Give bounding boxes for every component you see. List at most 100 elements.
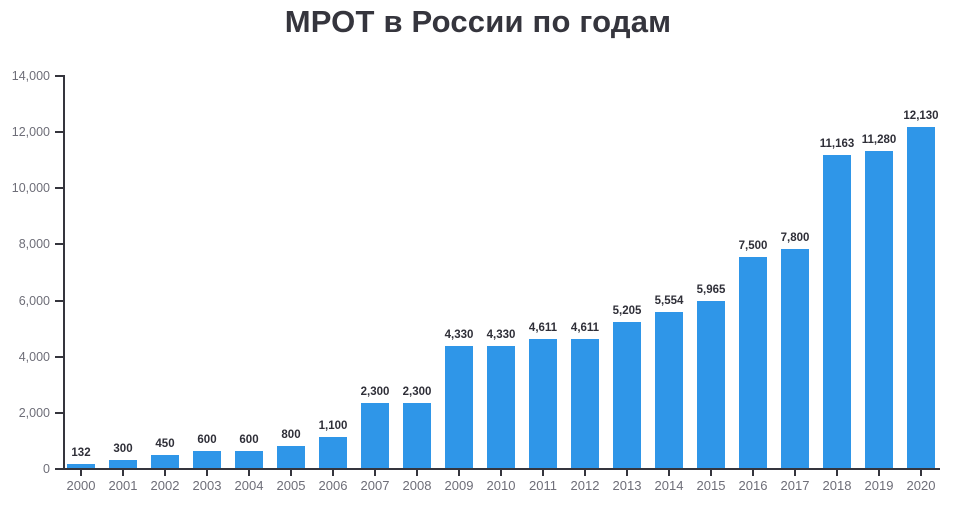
x-tick — [374, 470, 376, 476]
x-tick-label-2016: 2016 — [738, 478, 768, 493]
y-tick-label: 6,000 — [18, 293, 50, 308]
bar-2003 — [193, 451, 221, 468]
x-tick-label-2009: 2009 — [444, 478, 474, 493]
x-tick — [332, 470, 334, 476]
bar-2015 — [697, 300, 725, 468]
x-tick-label-2004: 2004 — [234, 478, 264, 493]
x-tick — [248, 470, 250, 476]
bar-2007 — [361, 403, 389, 468]
bar-2000 — [67, 464, 95, 468]
x-tick-label-2010: 2010 — [486, 478, 516, 493]
y-tick-label: 0 — [43, 462, 50, 476]
bar-2019 — [865, 151, 893, 468]
chart-title: МРОТ в России по годам — [284, 4, 672, 39]
y-tick-label: 8,000 — [18, 237, 50, 252]
bar-2002 — [151, 455, 179, 468]
bar-value-2005: 800 — [281, 428, 301, 441]
bar-2009 — [445, 346, 473, 468]
bar-value-2002: 450 — [155, 438, 175, 451]
x-tick — [416, 470, 418, 476]
bar-2008 — [403, 403, 431, 468]
x-tick-label-2015: 2015 — [696, 478, 726, 493]
x-tick-label-2011: 2011 — [529, 478, 557, 493]
y-tick — [55, 131, 63, 134]
x-tick — [80, 470, 82, 476]
y-tick — [55, 411, 63, 414]
y-tick — [55, 468, 63, 470]
bar-value-2015: 5,965 — [696, 283, 726, 296]
x-tick-label-2005: 2005 — [276, 478, 306, 493]
bar-value-2013: 5,205 — [612, 304, 642, 317]
bar-2011 — [529, 338, 557, 468]
bar-value-2009: 4,330 — [444, 329, 474, 342]
bar-value-2000: 132 — [71, 447, 91, 460]
y-tick — [55, 299, 63, 302]
x-tick — [668, 470, 670, 476]
x-tick-label-2000: 2000 — [66, 478, 96, 493]
bar-value-2004: 600 — [239, 434, 259, 447]
x-tick-label-2017: 2017 — [780, 478, 810, 493]
bar-value-2014: 5,554 — [654, 295, 684, 308]
y-tick — [55, 243, 63, 246]
y-axis-line — [63, 75, 65, 470]
x-axis-line — [55, 468, 940, 470]
bar-2018 — [823, 154, 851, 468]
bar-value-2010: 4,330 — [486, 329, 516, 342]
x-tick-label-2020: 2020 — [906, 478, 936, 493]
bar-2001 — [109, 459, 137, 468]
y-tick-label: 10,000 — [11, 181, 50, 196]
bar-2012 — [571, 338, 599, 468]
x-tick-label-2013: 2013 — [612, 478, 642, 493]
bar-value-2003: 600 — [197, 434, 217, 447]
x-tick — [752, 470, 754, 476]
bar-value-2001: 300 — [113, 442, 133, 455]
x-tick-label-2008: 2008 — [402, 478, 432, 493]
x-tick-label-2012: 2012 — [570, 478, 600, 493]
x-tick — [710, 470, 712, 476]
bar-value-2016: 7,500 — [738, 240, 768, 253]
bar-2006 — [319, 437, 347, 468]
bar-value-2012: 4,611 — [570, 321, 600, 334]
x-tick-label-2003: 2003 — [192, 478, 222, 493]
bar-value-2019: 11,280 — [861, 134, 897, 147]
bar-2010 — [487, 346, 515, 468]
x-tick-label-2006: 2006 — [318, 478, 348, 493]
y-tick-label: 2,000 — [18, 405, 50, 420]
bar-2014 — [655, 312, 683, 468]
bar-value-2008: 2,300 — [402, 386, 432, 399]
y-tick-label: 12,000 — [11, 125, 50, 140]
y-tick — [55, 75, 63, 77]
x-tick-label-2002: 2002 — [150, 478, 180, 493]
y-tick-label: 4,000 — [18, 349, 50, 364]
x-tick — [122, 470, 124, 476]
bar-2016 — [739, 257, 767, 468]
bar-2020 — [907, 127, 935, 468]
bar-value-2018: 11,163 — [819, 137, 855, 150]
bar-2017 — [781, 249, 809, 468]
x-tick — [290, 470, 292, 476]
x-tick-label-2014: 2014 — [654, 478, 684, 493]
x-tick — [500, 470, 502, 476]
bar-value-2006: 1,100 — [318, 420, 348, 433]
bar-2013 — [613, 321, 641, 468]
x-tick-label-2019: 2019 — [864, 478, 894, 493]
x-tick — [164, 470, 166, 476]
bar-value-2011: 4,611 — [528, 321, 558, 334]
y-tick — [55, 187, 63, 190]
bar-2004 — [235, 451, 263, 468]
x-tick-label-2007: 2007 — [360, 478, 390, 493]
x-tick — [878, 470, 880, 476]
bar-2005 — [277, 445, 305, 468]
x-tick — [542, 470, 544, 476]
x-tick — [206, 470, 208, 476]
bar-value-2020: 12,130 — [903, 110, 939, 123]
x-tick — [458, 470, 460, 476]
x-tick — [584, 470, 586, 476]
bar-value-2007: 2,300 — [360, 386, 390, 399]
x-tick — [836, 470, 838, 476]
x-tick — [794, 470, 796, 476]
x-tick-label-2018: 2018 — [822, 478, 852, 493]
y-tick-label: 14,000 — [11, 69, 50, 83]
